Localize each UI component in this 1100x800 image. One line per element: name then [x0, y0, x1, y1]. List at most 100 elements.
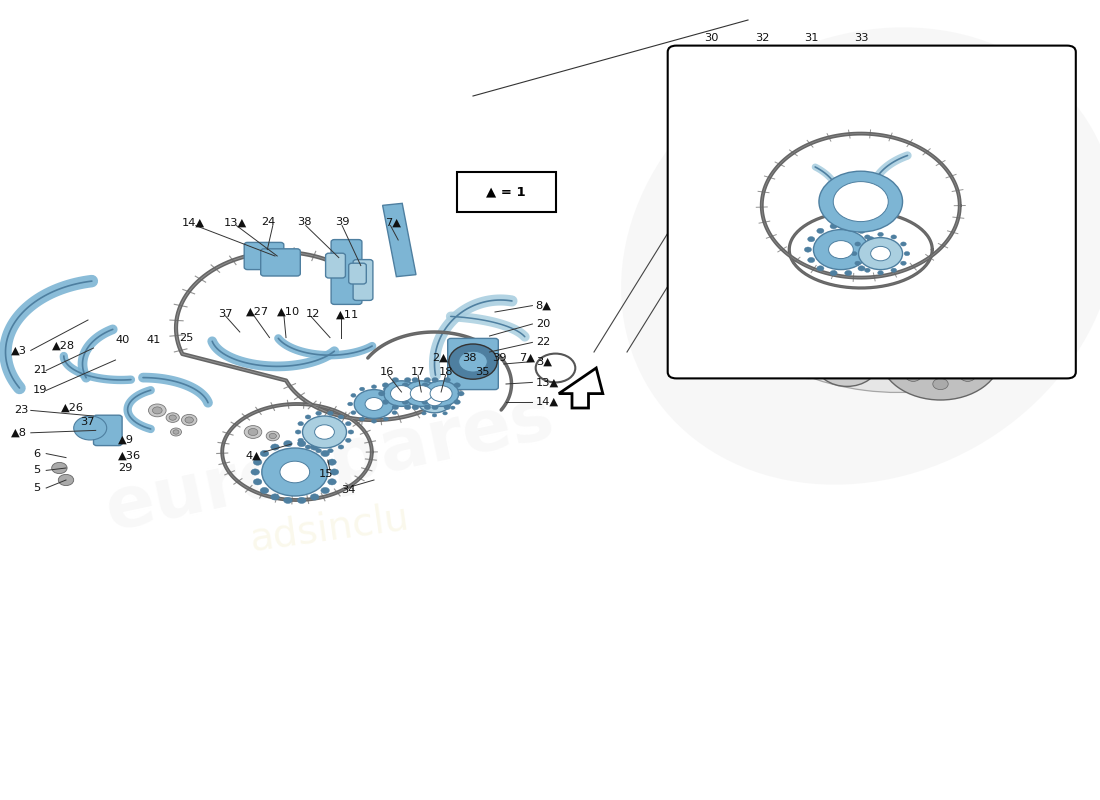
Text: 29: 29: [118, 463, 132, 473]
Circle shape: [411, 405, 418, 410]
Circle shape: [807, 237, 815, 242]
FancyBboxPatch shape: [456, 172, 556, 212]
Circle shape: [270, 434, 276, 438]
Circle shape: [783, 330, 834, 366]
Circle shape: [261, 450, 268, 457]
Circle shape: [338, 415, 344, 419]
Circle shape: [305, 415, 311, 419]
Text: 31: 31: [804, 34, 820, 43]
Ellipse shape: [681, 97, 782, 175]
Circle shape: [431, 378, 438, 382]
Text: 5: 5: [33, 483, 41, 493]
Circle shape: [905, 330, 921, 342]
Text: 2▲: 2▲: [432, 353, 448, 362]
Circle shape: [262, 448, 328, 496]
Circle shape: [960, 330, 976, 342]
Circle shape: [58, 474, 74, 486]
Circle shape: [828, 350, 866, 378]
Text: ▲26: ▲26: [60, 403, 84, 413]
Circle shape: [182, 414, 197, 426]
Circle shape: [834, 182, 889, 222]
Circle shape: [449, 344, 497, 379]
Circle shape: [414, 406, 418, 410]
Circle shape: [891, 235, 896, 239]
Circle shape: [418, 391, 425, 396]
Ellipse shape: [716, 167, 1066, 393]
FancyBboxPatch shape: [668, 46, 1076, 378]
Text: 35: 35: [475, 367, 490, 377]
Circle shape: [901, 242, 906, 246]
Circle shape: [415, 382, 421, 387]
Circle shape: [392, 410, 397, 414]
Circle shape: [855, 261, 860, 266]
Circle shape: [845, 224, 851, 229]
Ellipse shape: [771, 69, 835, 155]
Circle shape: [828, 241, 854, 258]
Ellipse shape: [707, 210, 899, 270]
Circle shape: [425, 378, 431, 382]
Circle shape: [405, 378, 411, 382]
Circle shape: [266, 431, 279, 441]
Circle shape: [415, 400, 421, 405]
Circle shape: [916, 338, 965, 374]
Circle shape: [434, 382, 441, 387]
Text: 38: 38: [297, 218, 311, 227]
Text: 16: 16: [379, 367, 394, 377]
Circle shape: [432, 414, 437, 417]
Circle shape: [411, 398, 416, 402]
Text: 13▲: 13▲: [536, 378, 559, 387]
Circle shape: [321, 450, 329, 457]
Circle shape: [251, 469, 260, 475]
Circle shape: [271, 444, 279, 450]
Circle shape: [858, 238, 902, 270]
Circle shape: [424, 381, 459, 406]
Circle shape: [804, 247, 812, 252]
Circle shape: [427, 394, 442, 406]
Circle shape: [451, 390, 455, 394]
FancyBboxPatch shape: [331, 240, 362, 304]
Circle shape: [405, 405, 411, 410]
Circle shape: [345, 438, 351, 442]
Circle shape: [421, 382, 428, 387]
Circle shape: [378, 391, 385, 396]
Text: 24: 24: [261, 218, 275, 227]
FancyBboxPatch shape: [353, 259, 373, 300]
Text: 17: 17: [410, 367, 425, 377]
Text: 8▲: 8▲: [536, 301, 552, 310]
Circle shape: [284, 498, 293, 503]
Circle shape: [383, 387, 388, 391]
Text: 15: 15: [319, 469, 333, 478]
Circle shape: [310, 444, 319, 450]
FancyBboxPatch shape: [94, 415, 122, 446]
FancyBboxPatch shape: [326, 253, 345, 278]
Ellipse shape: [978, 189, 1068, 259]
Circle shape: [402, 400, 408, 405]
Text: 14▲: 14▲: [536, 397, 559, 406]
Circle shape: [690, 110, 751, 154]
Circle shape: [453, 398, 458, 402]
Circle shape: [971, 350, 987, 362]
Text: 32: 32: [755, 34, 770, 43]
Circle shape: [425, 405, 431, 410]
Circle shape: [253, 478, 262, 485]
Circle shape: [348, 402, 353, 406]
Text: ▲ = 1: ▲ = 1: [486, 186, 526, 198]
Ellipse shape: [697, 109, 766, 163]
Circle shape: [813, 230, 869, 270]
Circle shape: [430, 386, 452, 402]
Text: ▲9: ▲9: [118, 435, 134, 445]
Text: 7▲: 7▲: [385, 218, 402, 227]
Circle shape: [170, 428, 182, 436]
Circle shape: [434, 400, 441, 405]
Circle shape: [328, 478, 337, 485]
Circle shape: [392, 394, 397, 398]
Ellipse shape: [870, 97, 934, 191]
Circle shape: [185, 417, 194, 423]
Circle shape: [52, 462, 67, 474]
Text: 25: 25: [179, 333, 194, 342]
Circle shape: [865, 235, 870, 239]
Ellipse shape: [789, 126, 960, 202]
Circle shape: [996, 204, 1050, 244]
FancyBboxPatch shape: [349, 263, 366, 284]
Circle shape: [865, 268, 870, 272]
